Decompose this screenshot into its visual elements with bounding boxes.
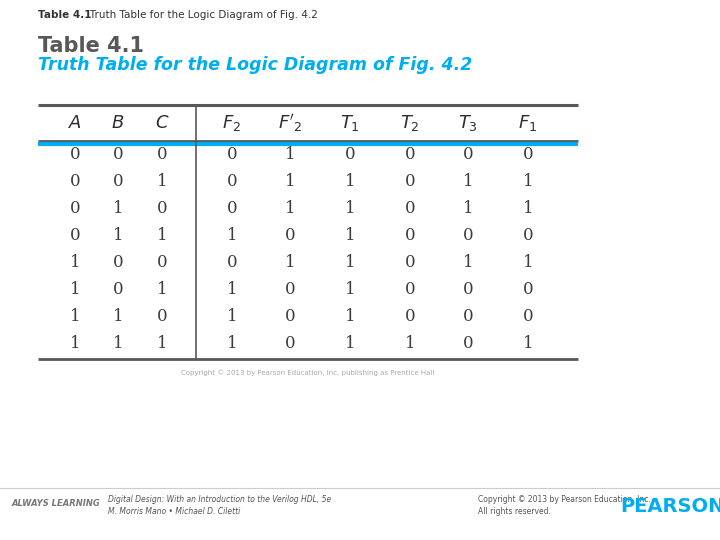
Text: 1: 1 [463, 173, 473, 190]
Text: 0: 0 [157, 146, 167, 163]
Text: 0: 0 [523, 146, 534, 163]
Text: 1: 1 [284, 254, 295, 271]
Text: 0: 0 [463, 227, 473, 244]
Text: 1: 1 [523, 200, 534, 217]
Text: 1: 1 [284, 173, 295, 190]
Text: $\it{T}_1$: $\it{T}_1$ [340, 113, 360, 133]
Text: 0: 0 [157, 308, 167, 325]
Text: 0: 0 [157, 200, 167, 217]
Text: 0: 0 [345, 146, 355, 163]
Text: All rights reserved.: All rights reserved. [478, 507, 551, 516]
Text: Digital Design: With an Introduction to the Verilog HDL, 5e: Digital Design: With an Introduction to … [108, 495, 331, 503]
Text: 1: 1 [284, 200, 295, 217]
Text: 1: 1 [463, 200, 473, 217]
Text: 1: 1 [345, 227, 355, 244]
Text: 1: 1 [284, 146, 295, 163]
Text: 1: 1 [227, 335, 238, 352]
Text: $\it{A}$: $\it{A}$ [68, 114, 82, 132]
Text: Table 4.1: Table 4.1 [38, 36, 144, 56]
Text: 0: 0 [405, 227, 415, 244]
Text: 0: 0 [227, 200, 238, 217]
Text: 0: 0 [284, 335, 295, 352]
Text: 0: 0 [463, 281, 473, 298]
Text: 1: 1 [70, 254, 81, 271]
Text: 0: 0 [405, 200, 415, 217]
Text: 0: 0 [70, 173, 81, 190]
Text: 0: 0 [284, 227, 295, 244]
Text: 0: 0 [227, 173, 238, 190]
Text: 1: 1 [345, 308, 355, 325]
Text: 1: 1 [113, 308, 123, 325]
Text: $\it{T}_3$: $\it{T}_3$ [458, 113, 478, 133]
Text: 1: 1 [157, 227, 167, 244]
Text: ALWAYS LEARNING: ALWAYS LEARNING [12, 500, 101, 509]
Text: 0: 0 [157, 254, 167, 271]
Text: $\it{T}_2$: $\it{T}_2$ [400, 113, 420, 133]
Text: 0: 0 [405, 254, 415, 271]
Text: 0: 0 [523, 281, 534, 298]
Text: 0: 0 [113, 281, 123, 298]
Text: Truth Table for the Logic Diagram of Fig. 4.2: Truth Table for the Logic Diagram of Fig… [80, 10, 318, 20]
Text: 1: 1 [345, 254, 355, 271]
Text: 1: 1 [227, 281, 238, 298]
Text: 1: 1 [157, 335, 167, 352]
Text: Table 4.1: Table 4.1 [38, 10, 91, 20]
Text: 0: 0 [523, 227, 534, 244]
Text: 1: 1 [345, 173, 355, 190]
Text: 0: 0 [113, 146, 123, 163]
Text: Copyright © 2013 by Pearson Education, Inc. publishing as Prentice Hall: Copyright © 2013 by Pearson Education, I… [181, 369, 435, 376]
Text: 0: 0 [70, 146, 81, 163]
Text: 1: 1 [227, 227, 238, 244]
Text: 0: 0 [405, 281, 415, 298]
Text: 1: 1 [70, 335, 81, 352]
Text: 1: 1 [523, 173, 534, 190]
Text: 0: 0 [113, 254, 123, 271]
Text: 0: 0 [523, 308, 534, 325]
Text: Copyright © 2013 by Pearson Education, Inc.: Copyright © 2013 by Pearson Education, I… [478, 495, 651, 503]
Text: 1: 1 [523, 254, 534, 271]
Text: 1: 1 [70, 308, 81, 325]
Text: 0: 0 [227, 146, 238, 163]
Text: $\it{B}$: $\it{B}$ [112, 114, 125, 132]
Text: Truth Table for the Logic Diagram of Fig. 4.2: Truth Table for the Logic Diagram of Fig… [38, 56, 472, 74]
Text: $\it{F'}_2$: $\it{F'}_2$ [278, 112, 302, 134]
Text: 1: 1 [113, 335, 123, 352]
Text: $\it{C}$: $\it{C}$ [155, 114, 169, 132]
Text: 1: 1 [463, 254, 473, 271]
Text: 0: 0 [113, 173, 123, 190]
Text: 0: 0 [463, 308, 473, 325]
Text: 0: 0 [405, 308, 415, 325]
Text: PEARSON: PEARSON [620, 496, 720, 516]
Text: 0: 0 [284, 281, 295, 298]
Text: 0: 0 [70, 227, 81, 244]
Text: 0: 0 [284, 308, 295, 325]
Text: 0: 0 [405, 146, 415, 163]
Text: 1: 1 [523, 335, 534, 352]
Text: 1: 1 [227, 308, 238, 325]
Text: 1: 1 [113, 227, 123, 244]
Text: 0: 0 [463, 335, 473, 352]
Text: 1: 1 [157, 281, 167, 298]
Text: 0: 0 [463, 146, 473, 163]
Text: M. Morris Mano • Michael D. Ciletti: M. Morris Mano • Michael D. Ciletti [108, 507, 240, 516]
Text: 1: 1 [113, 200, 123, 217]
Text: $\it{F}$$_2$: $\it{F}$$_2$ [222, 113, 242, 133]
Text: 0: 0 [70, 200, 81, 217]
Text: $\it{F}_1$: $\it{F}_1$ [518, 113, 538, 133]
Text: 1: 1 [345, 335, 355, 352]
Text: 1: 1 [345, 281, 355, 298]
Text: 0: 0 [227, 254, 238, 271]
Text: 1: 1 [70, 281, 81, 298]
Text: 0: 0 [405, 173, 415, 190]
Text: 1: 1 [157, 173, 167, 190]
Text: 1: 1 [405, 335, 415, 352]
Text: 1: 1 [345, 200, 355, 217]
